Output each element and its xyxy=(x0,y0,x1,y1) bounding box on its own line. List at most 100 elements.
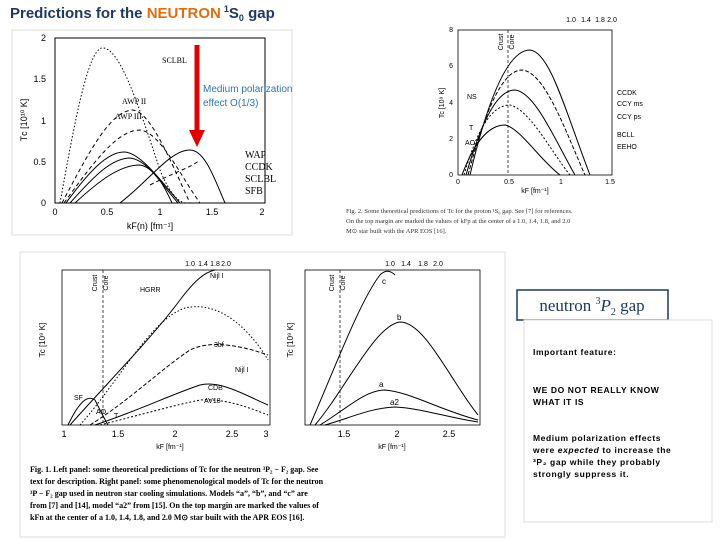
region-label: Core xyxy=(340,275,347,290)
note-text: were expected to increase the xyxy=(532,445,671,455)
curve xyxy=(67,397,109,426)
y-ticks: 0 0.5 1 1.5 2 xyxy=(33,33,46,208)
note-box xyxy=(523,319,713,523)
region-label: Crust xyxy=(498,34,505,51)
plot-frame xyxy=(304,269,481,426)
note-text: WE DO NOT REALLY KNOW xyxy=(533,385,660,395)
heading-text: neutron xyxy=(539,296,595,315)
curve-label: HGRR xyxy=(140,287,161,294)
curve-label: WAP xyxy=(245,150,267,161)
plot-frame xyxy=(61,269,271,426)
figure-neutron-1s0: 0 0.5 1 1.5 2 0 0.5 1 1.5 2 Tс [10¹⁰ K] … xyxy=(11,29,293,236)
top-tick-label: 2.0 xyxy=(221,261,231,268)
heading-sup: 3 xyxy=(596,296,601,307)
top-tick-label: 2.0 xyxy=(433,261,443,268)
title-sup: 1 xyxy=(224,4,229,14)
figure-frame xyxy=(19,251,506,538)
curve xyxy=(467,69,586,176)
caption-line: kFn at the center of a 1.0, 1.4, 1.8, an… xyxy=(30,513,304,522)
top-ticks: 1.0 1.4 1.8 2.0 xyxy=(566,17,617,24)
title-text: Predictions for the xyxy=(10,5,147,22)
x-axis-label: kF(n) [fm⁻¹] xyxy=(127,221,173,231)
curve-label: AO xyxy=(465,140,476,147)
region-label: Core xyxy=(509,34,516,49)
x-tick-label: 0 xyxy=(456,179,460,186)
figure-caption: Fig. 1. Left panel: some theoretical pre… xyxy=(30,465,324,522)
curve-label: AO xyxy=(96,409,107,416)
top-tick-label: 1.4 xyxy=(581,17,591,24)
figure-frame xyxy=(11,29,293,236)
curve-label: SCLBL xyxy=(162,56,187,65)
y-tick-label: 1.5 xyxy=(33,74,46,84)
y-tick-label: 2 xyxy=(41,33,46,43)
curve-label: a2 xyxy=(390,398,399,407)
curve xyxy=(465,89,576,176)
curve-label: AWP III xyxy=(115,112,142,121)
top-tick-label: 1.0 xyxy=(185,261,195,268)
x-tick-label: 1 xyxy=(61,429,66,439)
heading: neutron 3P2 gap xyxy=(539,296,644,318)
x-tick-label: 0.5 xyxy=(101,207,114,217)
x-tick-label: 1.5 xyxy=(206,207,219,217)
y-axis-label: Tc [10⁹ K] xyxy=(38,323,47,358)
caption-line: text for description. Right panel: some … xyxy=(30,477,324,486)
note-text: ³P₂ gap while they probably xyxy=(533,457,661,467)
title-symbol: S xyxy=(229,5,239,22)
caption-line: Fig. 1. Left panel: some theoretical pre… xyxy=(30,465,319,474)
curve xyxy=(94,383,269,426)
heading-box xyxy=(516,289,669,321)
curve-label: CDB xyxy=(208,385,223,392)
curve xyxy=(74,164,173,204)
curve-label: BCLL xyxy=(617,132,635,139)
note-emphasis: expected xyxy=(558,445,600,455)
y-axis-label: Tс [10¹⁰ K] xyxy=(19,99,29,142)
x-tick-label: 1 xyxy=(157,207,162,217)
curve-label: CCDK xyxy=(617,90,637,97)
curve xyxy=(149,159,201,186)
plot-frame xyxy=(54,37,266,204)
y-axis-label: Tc [10⁹ K] xyxy=(439,88,446,118)
x-tick-label: 0 xyxy=(52,207,57,217)
curve-label: T xyxy=(114,413,119,420)
curve-label: NS xyxy=(467,94,477,101)
y-tick-label: 6 xyxy=(449,63,453,70)
x-axis-label: kF [fm⁻¹] xyxy=(156,444,183,451)
region-label: Core xyxy=(103,275,110,290)
top-tick-label: 1.4 xyxy=(198,261,208,268)
curve-label: SFB xyxy=(245,186,263,197)
x-axis-label: kF [fm⁻¹] xyxy=(378,444,405,451)
curve xyxy=(99,399,269,426)
arrow-head xyxy=(189,130,205,147)
curve xyxy=(469,49,591,176)
caption-line: ³P − F₂ gap used in neutron star cooling… xyxy=(30,489,308,498)
curve-label: T xyxy=(469,125,474,132)
x-ticks: 1 1.5 2 2.5 3 1.5 2 2.5 xyxy=(61,429,455,439)
figure-caption: Fig. 2. Some theoretical predictions of … xyxy=(346,208,573,235)
curve xyxy=(61,109,191,204)
curve-label: SCLBL xyxy=(245,174,276,185)
curve xyxy=(65,151,181,204)
figure-proton-1s0: 1.0 1.4 1.8 2.0 0 2 4 6 8 0 0.5 1 1.5 Tc… xyxy=(346,17,643,235)
curve xyxy=(119,149,226,204)
heading-text: gap xyxy=(616,296,645,315)
curve xyxy=(69,269,216,426)
x-tick-label: 1.5 xyxy=(112,429,125,439)
curve xyxy=(63,129,201,204)
note-text: Medium polarization effects xyxy=(533,433,661,443)
x-axis-label: kF [fm⁻¹] xyxy=(521,188,548,195)
curve-labels: SCLBL AWP II AWP III WAP CCDK SCLBL SFB xyxy=(115,56,276,197)
curve xyxy=(463,104,571,176)
y-axis-label: Tc [10⁹ K] xyxy=(286,323,295,358)
y-tick-label: 1 xyxy=(41,116,46,126)
curve xyxy=(314,321,479,426)
x-tick-label: 0.5 xyxy=(504,179,514,186)
curve xyxy=(59,47,187,204)
title-highlight: NEUTRON xyxy=(147,5,221,22)
note-text: strongly suppress it. xyxy=(533,469,629,479)
note-text: Important feature: xyxy=(533,347,617,357)
curve xyxy=(79,306,269,426)
figure-neutron-3p2: 1.0 1.4 1.8 2.0 1.0 1.4 1.8 2.0 1 1.5 2 … xyxy=(19,251,506,538)
x-ticks: 0 0.5 1 1.5 xyxy=(456,179,615,186)
curve xyxy=(69,157,179,204)
curve-label: c xyxy=(382,277,386,286)
